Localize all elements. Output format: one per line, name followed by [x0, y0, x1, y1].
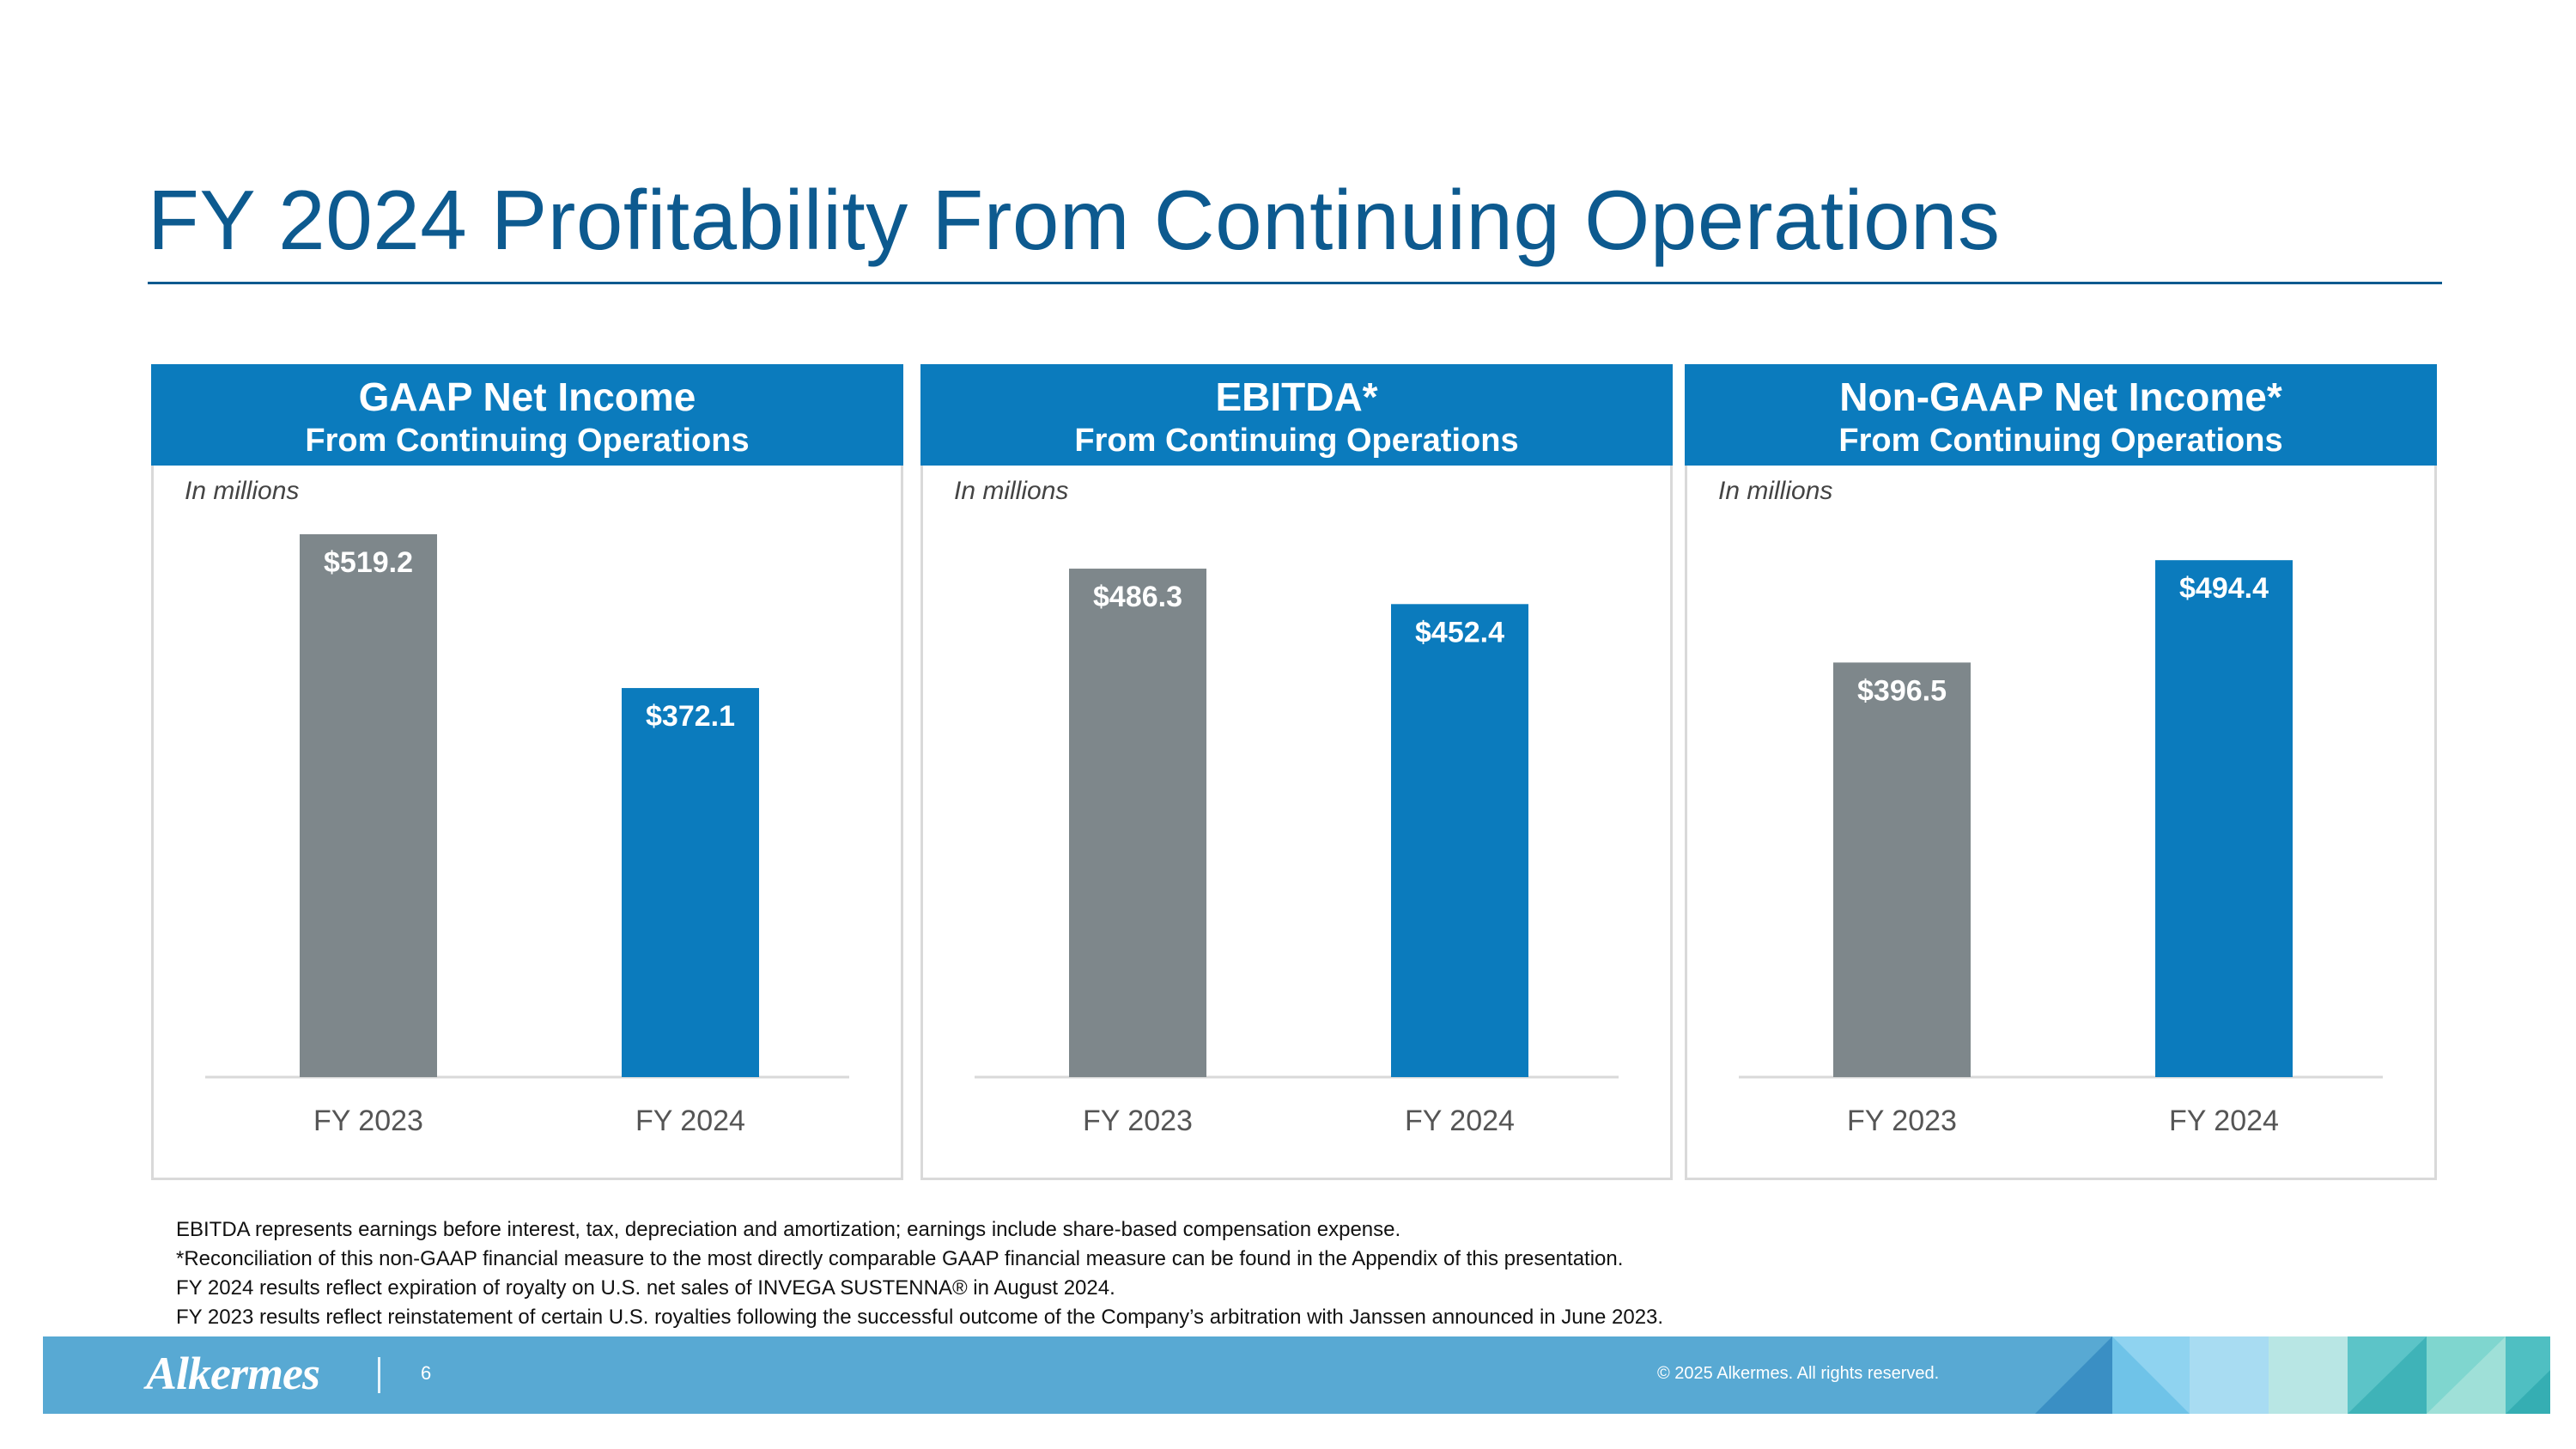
panel-title: Non-GAAP Net Income* [1839, 374, 2282, 419]
x-tick-label: FY 2023 [1847, 1105, 1957, 1137]
bar-fy-2024 [622, 688, 759, 1077]
bar-value-label: $372.1 [646, 700, 735, 733]
chart-non-gaap-net-income: $396.5 FY 2023 $494.4 FY 2024 [1739, 560, 2383, 1137]
bar-value-label: $486.3 [1093, 581, 1182, 613]
panel-subtitle: From Continuing Operations [1838, 423, 2283, 459]
panel-title: EBITDA* [1215, 374, 1378, 419]
bar-value-label: $519.2 [324, 546, 413, 579]
panel-header: GAAP Net Income From Continuing Operatio… [151, 364, 903, 466]
footnotes: EBITDA represents earnings before intere… [176, 1215, 1663, 1332]
panel-header: Non-GAAP Net Income* From Continuing Ope… [1685, 364, 2437, 466]
page-title: FY 2024 Profitability From Continuing Op… [148, 173, 2001, 267]
panel-ebitda: EBITDA* From Continuing Operations In mi… [920, 364, 1673, 1180]
panel-gaap-net-income: GAAP Net Income From Continuing Operatio… [151, 364, 903, 1180]
x-tick-label: FY 2024 [1405, 1105, 1515, 1137]
chart-gaap-net-income: $519.2 FY 2023 $372.1 FY 2024 [205, 534, 849, 1137]
bar-fy-2023 [1069, 569, 1206, 1077]
copyright: © 2025 Alkermes. All rights reserved. [1657, 1364, 1940, 1383]
title-underline [148, 282, 2442, 284]
panel-header: EBITDA* From Continuing Operations [920, 364, 1673, 466]
bar-fy-2024 [2155, 560, 2293, 1077]
unit-label: In millions [185, 477, 300, 505]
bar-fy-2023 [1833, 662, 1971, 1077]
alkermes-logo: Alkermes [146, 1348, 320, 1399]
bar-fy-2024 [1391, 604, 1528, 1077]
panel-subtitle: From Continuing Operations [1074, 423, 1519, 459]
footer-divider [378, 1357, 380, 1393]
footnote: FY 2023 results reflect reinstatement of… [176, 1306, 1664, 1329]
x-tick-label: FY 2024 [635, 1105, 745, 1137]
footnote: FY 2024 results reflect expiration of ro… [176, 1276, 1115, 1300]
bar-value-label: $452.4 [1415, 616, 1504, 648]
unit-label: In millions [954, 477, 1069, 505]
bar-fy-2023 [300, 534, 437, 1077]
x-tick-label: FY 2023 [1083, 1105, 1193, 1137]
footnote: EBITDA represents earnings before intere… [176, 1218, 1401, 1241]
panel-non-gaap-net-income: Non-GAAP Net Income* From Continuing Ope… [1685, 364, 2437, 1180]
x-tick-label: FY 2023 [313, 1105, 423, 1137]
chart-ebitda: $486.3 FY 2023 $452.4 FY 2024 [975, 569, 1619, 1137]
page-number: 6 [421, 1362, 432, 1384]
bar-value-label: $494.4 [2179, 572, 2269, 605]
panel-title: GAAP Net Income [358, 374, 696, 419]
bar-value-label: $396.5 [1857, 674, 1947, 707]
footer-bar: Alkermes 6 © 2025 Alkermes. All rights r… [43, 1336, 2550, 1414]
x-tick-label: FY 2024 [2169, 1105, 2279, 1137]
footnote: *Reconciliation of this non-GAAP financi… [176, 1247, 1624, 1270]
panel-subtitle: From Continuing Operations [305, 423, 750, 459]
decorative-tiles [2035, 1336, 2550, 1414]
unit-label: In millions [1718, 477, 1833, 505]
